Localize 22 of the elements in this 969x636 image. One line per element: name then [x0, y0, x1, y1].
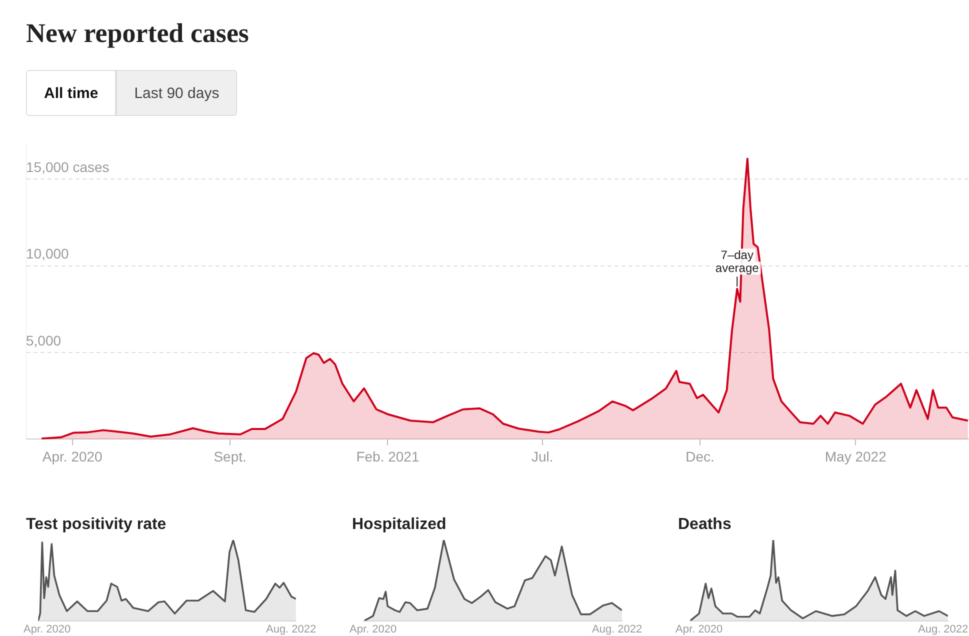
x-tick-label: Sept.: [214, 448, 246, 464]
y-tick-label: 5,000: [26, 332, 62, 348]
x-tick-label: Apr. 2020: [24, 623, 71, 636]
x-tick-label: Apr. 2020: [350, 623, 397, 636]
x-tick-label: Aug. 2022: [266, 623, 316, 636]
x-tick-label: May 2022: [824, 448, 887, 464]
x-tick-label: Aug. 2022: [918, 623, 968, 636]
annotation: 7–day average: [715, 248, 760, 275]
x-tick-label: Aug. 2022: [592, 623, 642, 636]
chart-title: Hospitalized: [351, 516, 448, 535]
y-tick-label: 10,000: [26, 246, 70, 262]
x-tick-label: Apr. 2020: [676, 623, 723, 636]
chart-title: New reported cases: [26, 18, 250, 50]
x-tick-label: Apr. 2020: [42, 448, 103, 464]
y-tick-label: 15,000 cases: [26, 158, 110, 175]
chart-title: Deaths: [677, 516, 732, 535]
x-tick-label: Jul.: [531, 448, 554, 464]
text: All time: [26, 70, 116, 116]
chart-title: Test positivity rate: [25, 516, 168, 535]
text: Last 90 days: [116, 70, 238, 116]
x-tick-label: Dec.: [686, 448, 714, 464]
x-tick-label: Feb. 2021: [356, 448, 420, 464]
